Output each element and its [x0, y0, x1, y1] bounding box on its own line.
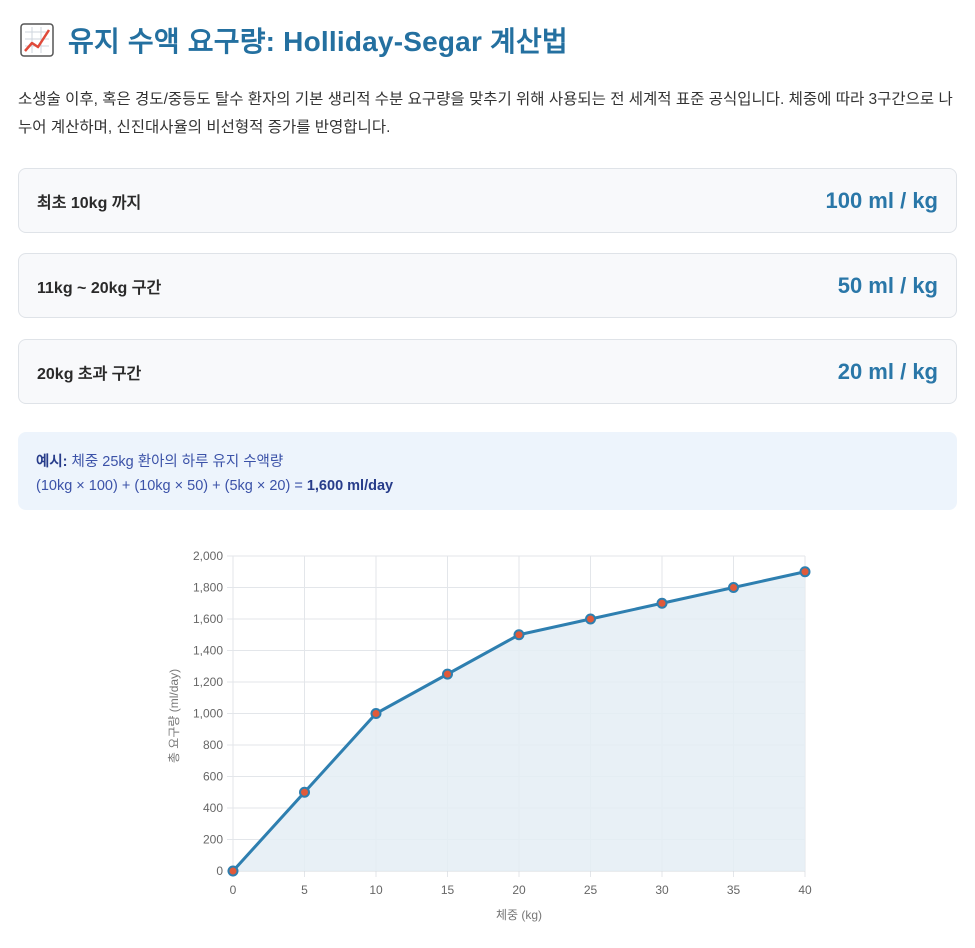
- data-point: [585, 613, 596, 625]
- y-tick-label: 600: [203, 770, 223, 784]
- example-result: 1,600 ml/day: [306, 478, 394, 494]
- rule-card-1: 최초 10kg 까지 100 ml / kg: [18, 168, 957, 233]
- rule-label: 20kg 초과 구간: [37, 365, 142, 383]
- data-point: [370, 708, 382, 719]
- y-tick-label: 1,200: [193, 675, 223, 689]
- page-title: 유지 수액 요구량: Holliday-Segar 계산법: [68, 26, 568, 57]
- example-box: 예시: 체중 25kg 환아의 하루 유지 수액량 (10kg × 100) +…: [18, 432, 957, 510]
- y-tick-label: 1,000: [193, 707, 223, 721]
- example-formula: (10kg × 100) + (10kg × 50) + (5kg × 20) …: [36, 478, 303, 494]
- data-point: [728, 582, 739, 593]
- x-tick-label: 30: [655, 883, 669, 897]
- y-tick-label: 200: [203, 833, 223, 847]
- rule-label: 11kg ~ 20kg 구간: [37, 279, 162, 297]
- rule-value: 100 ml / kg: [825, 187, 938, 213]
- x-tick-label: 15: [441, 883, 455, 897]
- series-area: [233, 571, 805, 871]
- example-prefix: 예시:: [36, 454, 68, 470]
- data-point: [442, 668, 453, 680]
- y-tick-label: 1,400: [193, 644, 223, 658]
- y-axis-label: 총 요구량 (ml/day): [167, 669, 181, 763]
- header: 유지 수액 요구량: Holliday-Segar 계산법: [20, 20, 568, 60]
- y-tick-label: 2,000: [193, 549, 223, 563]
- x-tick-label: 20: [512, 883, 526, 897]
- x-tick-label: 25: [584, 883, 598, 897]
- rule-value: 20 ml / kg: [837, 358, 938, 384]
- x-tick-label: 5: [301, 883, 308, 897]
- data-point: [799, 566, 811, 578]
- y-tick-label: 0: [216, 864, 223, 878]
- y-tick-label: 800: [203, 738, 223, 752]
- data-point: [513, 629, 525, 641]
- data-point: [656, 597, 668, 609]
- example-line-1: 예시: 체중 25kg 환아의 하루 유지 수액량: [36, 450, 939, 474]
- x-tick-label: 10: [369, 883, 383, 897]
- y-tick-label: 400: [203, 801, 223, 815]
- data-point: [227, 865, 239, 877]
- chart-increasing-icon: [20, 23, 54, 57]
- example-text: 체중 25kg 환아의 하루 유지 수액량: [71, 454, 284, 470]
- rule-card-3: 20kg 초과 구간 20 ml / kg: [18, 339, 957, 404]
- x-tick-label: 40: [798, 883, 812, 897]
- data-point: [299, 786, 310, 798]
- fluid-requirement-chart: 02004006008001,0001,2001,4001,6001,8002,…: [167, 549, 812, 922]
- x-tick-label: 0: [230, 883, 237, 897]
- rule-value: 50 ml / kg: [837, 272, 938, 298]
- rule-card-2: 11kg ~ 20kg 구간 50 ml / kg: [18, 253, 957, 318]
- x-tick-label: 35: [727, 883, 741, 897]
- rule-label: 최초 10kg 까지: [37, 194, 142, 212]
- example-line-2: (10kg × 100) + (10kg × 50) + (5kg × 20) …: [36, 474, 939, 498]
- y-tick-label: 1,600: [193, 612, 223, 626]
- description: 소생술 이후, 혹은 경도/중등도 탈수 환자의 기본 생리적 수분 요구량을 …: [18, 91, 953, 136]
- x-axis-label: 체중 (kg): [496, 908, 542, 922]
- y-tick-label: 1,800: [193, 581, 223, 595]
